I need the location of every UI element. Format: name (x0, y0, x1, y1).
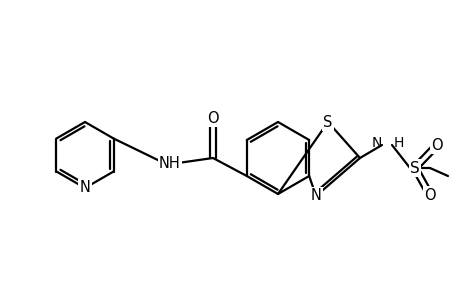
Text: O: O (430, 137, 442, 152)
Text: H: H (393, 136, 403, 150)
Text: N: N (79, 181, 90, 196)
Text: NH: NH (159, 155, 180, 170)
Text: O: O (207, 110, 218, 125)
Text: N: N (371, 136, 381, 150)
Text: S: S (323, 115, 332, 130)
Text: S: S (409, 160, 419, 175)
Text: O: O (423, 188, 435, 202)
Text: N: N (310, 188, 321, 203)
